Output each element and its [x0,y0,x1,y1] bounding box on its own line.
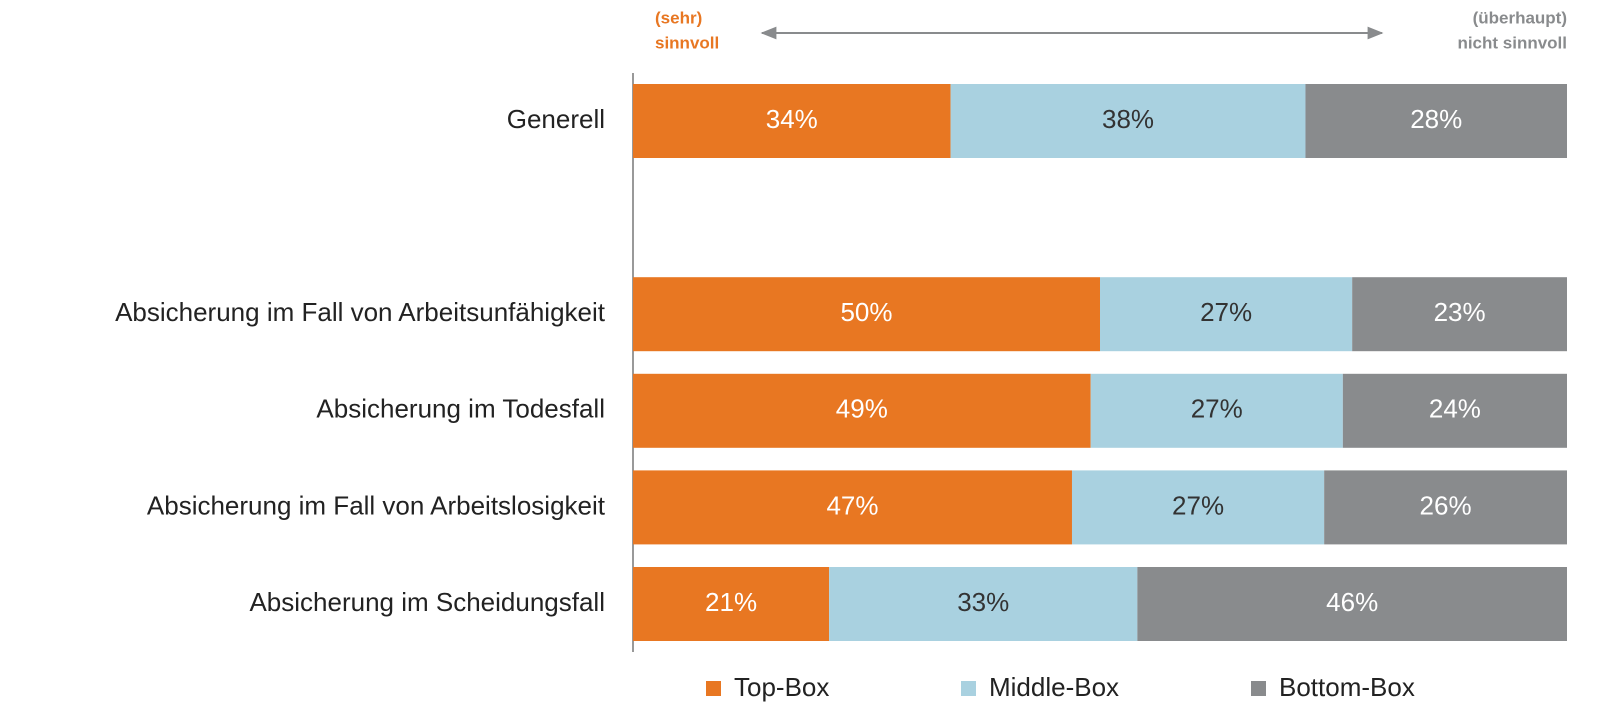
value-label: 47% [826,490,878,520]
legend-swatch [1251,681,1266,696]
bar-segment [1090,373,1343,448]
bar-segment [1324,470,1567,545]
bar-segment [633,277,1100,352]
value-label: 24% [1429,394,1481,424]
category-label: Absicherung im Todesfall [316,394,605,424]
bar-segment [829,567,1138,641]
left-label: (sehr) [655,8,702,27]
value-label: 21% [705,587,757,617]
right-label: (überhaupt) [1473,8,1567,27]
bar-segment [1071,470,1325,545]
value-label: 34% [766,104,818,134]
value-label: 28% [1410,104,1462,134]
value-label: 49% [836,394,888,424]
value-label: 46% [1326,587,1378,617]
category-label: Absicherung im Fall von Arbeitslosigkeit [147,490,606,520]
right-label: nicht sinnvoll [1457,33,1567,52]
bar-segment [633,84,951,158]
bar-segment [1100,277,1353,352]
bar-segment [1305,84,1567,158]
legend-swatch [961,681,976,696]
legend-label: Top-Box [734,672,829,702]
left-label: sinnvoll [655,33,719,52]
legend-swatch [706,681,721,696]
legend-label: Middle-Box [989,672,1119,702]
category-label: Absicherung im Scheidungsfall [249,587,605,617]
value-label: 50% [840,297,892,327]
value-label: 27% [1172,490,1224,520]
value-label: 27% [1200,297,1252,327]
value-label: 23% [1434,297,1486,327]
value-label: 38% [1102,104,1154,134]
bar-segment [1137,567,1567,641]
value-label: 33% [957,587,1009,617]
bar-segment [950,84,1306,158]
bar-segment [1352,277,1567,352]
legend-label: Bottom-Box [1279,672,1415,702]
value-label: 26% [1420,490,1472,520]
category-label: Absicherung im Fall von Arbeitsunfähigke… [115,297,606,327]
bar-segment [633,470,1072,545]
bar-segment [633,567,830,641]
bar-segment [1342,373,1567,448]
category-label: Generell [507,104,605,134]
value-label: 27% [1191,394,1243,424]
bar-segment [633,373,1091,448]
